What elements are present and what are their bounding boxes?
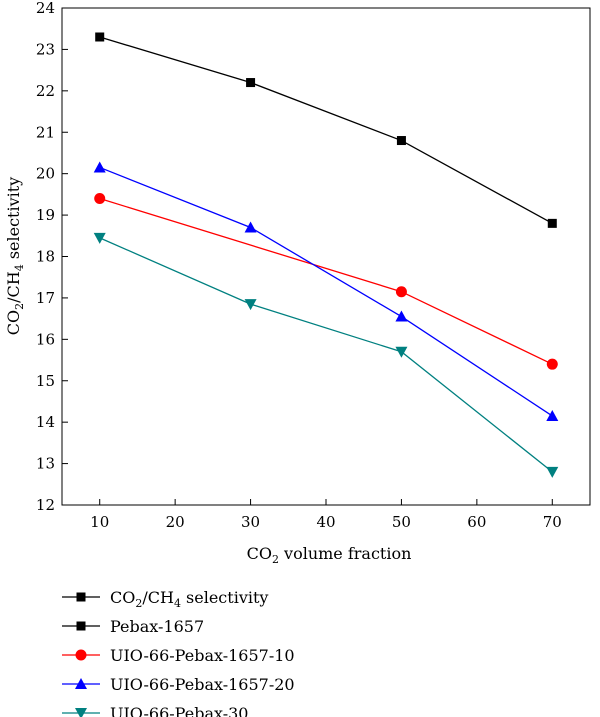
data-point (95, 32, 105, 42)
y-tick-label: 20 (36, 165, 55, 183)
axis-ticks: 10 20 30 40 50 60 70 12 13 14 15 16 17 18 19 20 21 22 23 24 (36, 0, 562, 531)
data-point (244, 221, 257, 233)
data-point (547, 218, 557, 228)
series-line-2 (99, 197, 553, 365)
data-point (546, 466, 559, 478)
x-tick-label: 70 (543, 513, 562, 531)
y-tick-label: 21 (36, 123, 55, 141)
x-axis-title: CO2 volume fraction (247, 544, 412, 566)
y-tick-label: 22 (36, 82, 55, 100)
y-tick-label: 18 (36, 248, 55, 266)
legend: CO2/CH4 selectivity Pebax-1657 UIO-66-Peba… (62, 588, 295, 717)
legend-entry: UIO-66-Pebax-1657-20 (62, 675, 295, 694)
legend-label: UIO-66-Pebax-30 (110, 704, 248, 717)
y-tick-label: 14 (36, 413, 55, 431)
x-tick-label: 10 (90, 513, 109, 531)
data-point (546, 358, 558, 370)
legend-label: Pebax-1657 (110, 617, 204, 636)
x-tick-label: 50 (392, 513, 411, 531)
legend-marker (76, 621, 86, 631)
legend-entry: Pebax-1657 (62, 617, 204, 636)
y-tick-label: 23 (36, 40, 55, 58)
series-line-4 (99, 237, 553, 473)
series-line-1 (99, 36, 553, 224)
y-tick-label: 19 (36, 206, 55, 224)
y-tick-label: 16 (36, 330, 55, 348)
x-tick-label: 30 (241, 513, 260, 531)
x-tick-label: 20 (166, 513, 185, 531)
y-axis-title: CO2/CH4 selectivity (4, 177, 26, 335)
data-point (396, 136, 406, 146)
series-line-3 (99, 166, 553, 417)
x-tick-label: 40 (316, 513, 335, 531)
legend-marker (75, 678, 87, 689)
data-point (395, 286, 407, 298)
legend-marker (76, 592, 86, 602)
legend-label: CO2/CH4 selectivity (110, 588, 268, 610)
data-point (93, 232, 106, 244)
y-tick-label: 15 (36, 372, 55, 390)
y-tick-label: 24 (36, 0, 55, 17)
legend-entry: UIO-66-Pebax-30 (62, 704, 248, 717)
data-point (244, 299, 257, 311)
x-tick-label: 60 (467, 513, 486, 531)
y-tick-label: 17 (36, 289, 55, 307)
data-point (94, 193, 106, 205)
legend-marker (75, 649, 87, 661)
legend-entry: UIO-66-Pebax-1657-10 (62, 646, 295, 665)
data-point (395, 310, 408, 322)
legend-entry: CO2/CH4 selectivity (62, 588, 268, 610)
y-tick-label: 12 (36, 496, 55, 514)
y-tick-label: 13 (36, 455, 55, 473)
data-point (546, 409, 559, 421)
legend-marker (75, 708, 87, 717)
legend-label: UIO-66-Pebax-1657-10 (110, 646, 295, 665)
data-point (93, 161, 106, 173)
series-lines (99, 36, 553, 473)
data-point (395, 346, 408, 358)
series-markers (93, 32, 559, 478)
legend-label: UIO-66-Pebax-1657-20 (110, 675, 295, 694)
data-point (246, 78, 256, 88)
